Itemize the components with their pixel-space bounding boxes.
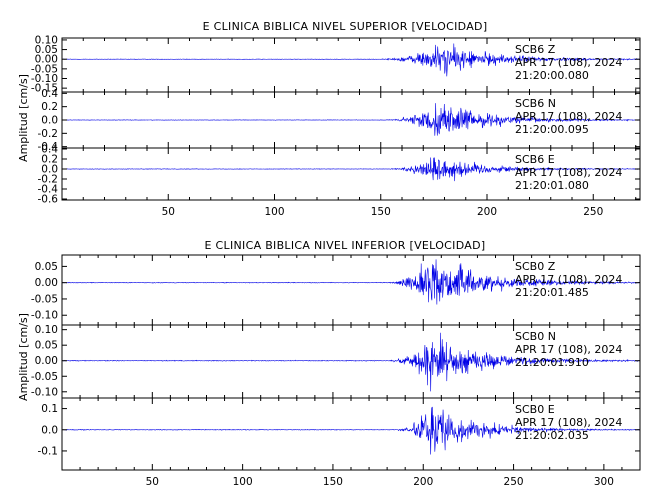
chart-title: E CLINICA BIBLICA NIVEL INFERIOR [VELOCI… [205,239,486,252]
y-tick-label: 0.00 [35,355,58,367]
station-label: SCB6 E [515,153,555,166]
y-tick-label: 0.4 [41,88,58,100]
y-tick-label: 0.1 [41,403,58,415]
y-tick-label: -0.05 [31,63,58,75]
x-axis-ticks: 50 100 150 200 250 [162,206,604,218]
y-tick-label: 0.0 [41,424,58,436]
waveform-trace [61,43,641,77]
station-label: SCB0 Z [515,260,556,273]
time-label: 21:20:00.080 [515,69,589,82]
waveform-trace [61,332,641,392]
y-axis-label: Amplitud [cm/s] [17,74,30,162]
group-nivel-superior: E CLINICA BIBLICA NIVEL SUPERIOR [VELOCI… [17,20,641,218]
waveform-trace [61,259,641,305]
x-tick-label: 50 [146,476,159,488]
date-label: APR 17 (108), 2024 [515,56,622,69]
time-label: 21:20:01.080 [515,179,589,192]
y-tick-label: -0.05 [31,371,58,383]
x-tick-label: 100 [264,206,284,218]
chart-title: E CLINICA BIBLICA NIVEL SUPERIOR [VELOCI… [203,20,488,33]
x-tick-label: 200 [477,206,497,218]
y-tick-label: -0.10 [31,386,58,398]
time-label: 21:20:01.485 [515,286,589,299]
x-tick-label: 250 [504,476,524,488]
y-tick-label: 0.00 [35,54,58,66]
y-axis-label: Amplitud [cm/s] [17,313,30,401]
station-label: SCB0 N [515,330,556,343]
x-tick-label: 100 [233,476,253,488]
y-tick-label: 0.2 [41,154,58,166]
y-tick-label: 0.05 [35,44,58,56]
y-tick-label: -0.2 [38,128,59,140]
y-tick-label: -0.2 [38,174,59,186]
y-tick-label: 0.05 [35,261,58,273]
y-tick-label: 0.00 [35,277,58,289]
panel-frame [61,147,641,201]
y-tick-label: 0.05 [35,340,58,352]
y-tick-label: 0.10 [35,324,58,336]
waveform-trace [61,406,641,455]
station-label: SCB6 Z [515,43,556,56]
y-tick-label: 0.0 [41,164,58,176]
y-tick-label: -0.10 [31,73,58,85]
y-tick-label: 0.0 [41,115,58,127]
y-tick-label: -0.6 [38,194,59,206]
x-tick-label: 200 [413,476,433,488]
waveform-trace [61,157,641,182]
x-tick-label: 150 [323,476,343,488]
y-tick-label: 0.10 [35,34,58,46]
date-label: APR 17 (108), 2024 [515,110,622,123]
y-tick-label: -0.05 [31,293,58,305]
time-label: 21:20:02.035 [515,429,589,442]
x-tick-label: 250 [583,206,603,218]
x-tick-label: 150 [371,206,391,218]
time-label: 21:20:00.095 [515,123,589,136]
x-tick-label: 300 [594,476,614,488]
y-tick-label: -0.4 [38,184,59,196]
station-label: SCB6 N [515,97,556,110]
date-label: APR 17 (108), 2024 [515,416,622,429]
y-tick-label: -0.4 [38,141,59,153]
y-tick-label: 0.2 [41,101,58,113]
y-tick-label: -0.1 [38,445,59,457]
group-nivel-inferior: E CLINICA BIBLICA NIVEL INFERIOR [VELOCI… [17,239,641,488]
waveform-trace [61,103,641,136]
y-tick-label: 0.4 [41,144,58,156]
y-tick-label: -0.10 [31,310,58,322]
x-axis-ticks: 50 100 150 200 250 300 [146,476,614,488]
station-label: SCB0 E [515,403,555,416]
date-label: APR 17 (108), 2024 [515,343,622,356]
date-label: APR 17 (108), 2024 [515,166,622,179]
y-tick-label: -0.15 [31,83,58,95]
time-label: 21:20:01.910 [515,356,589,369]
x-tick-label: 50 [162,206,175,218]
date-label: APR 17 (108), 2024 [515,273,622,286]
